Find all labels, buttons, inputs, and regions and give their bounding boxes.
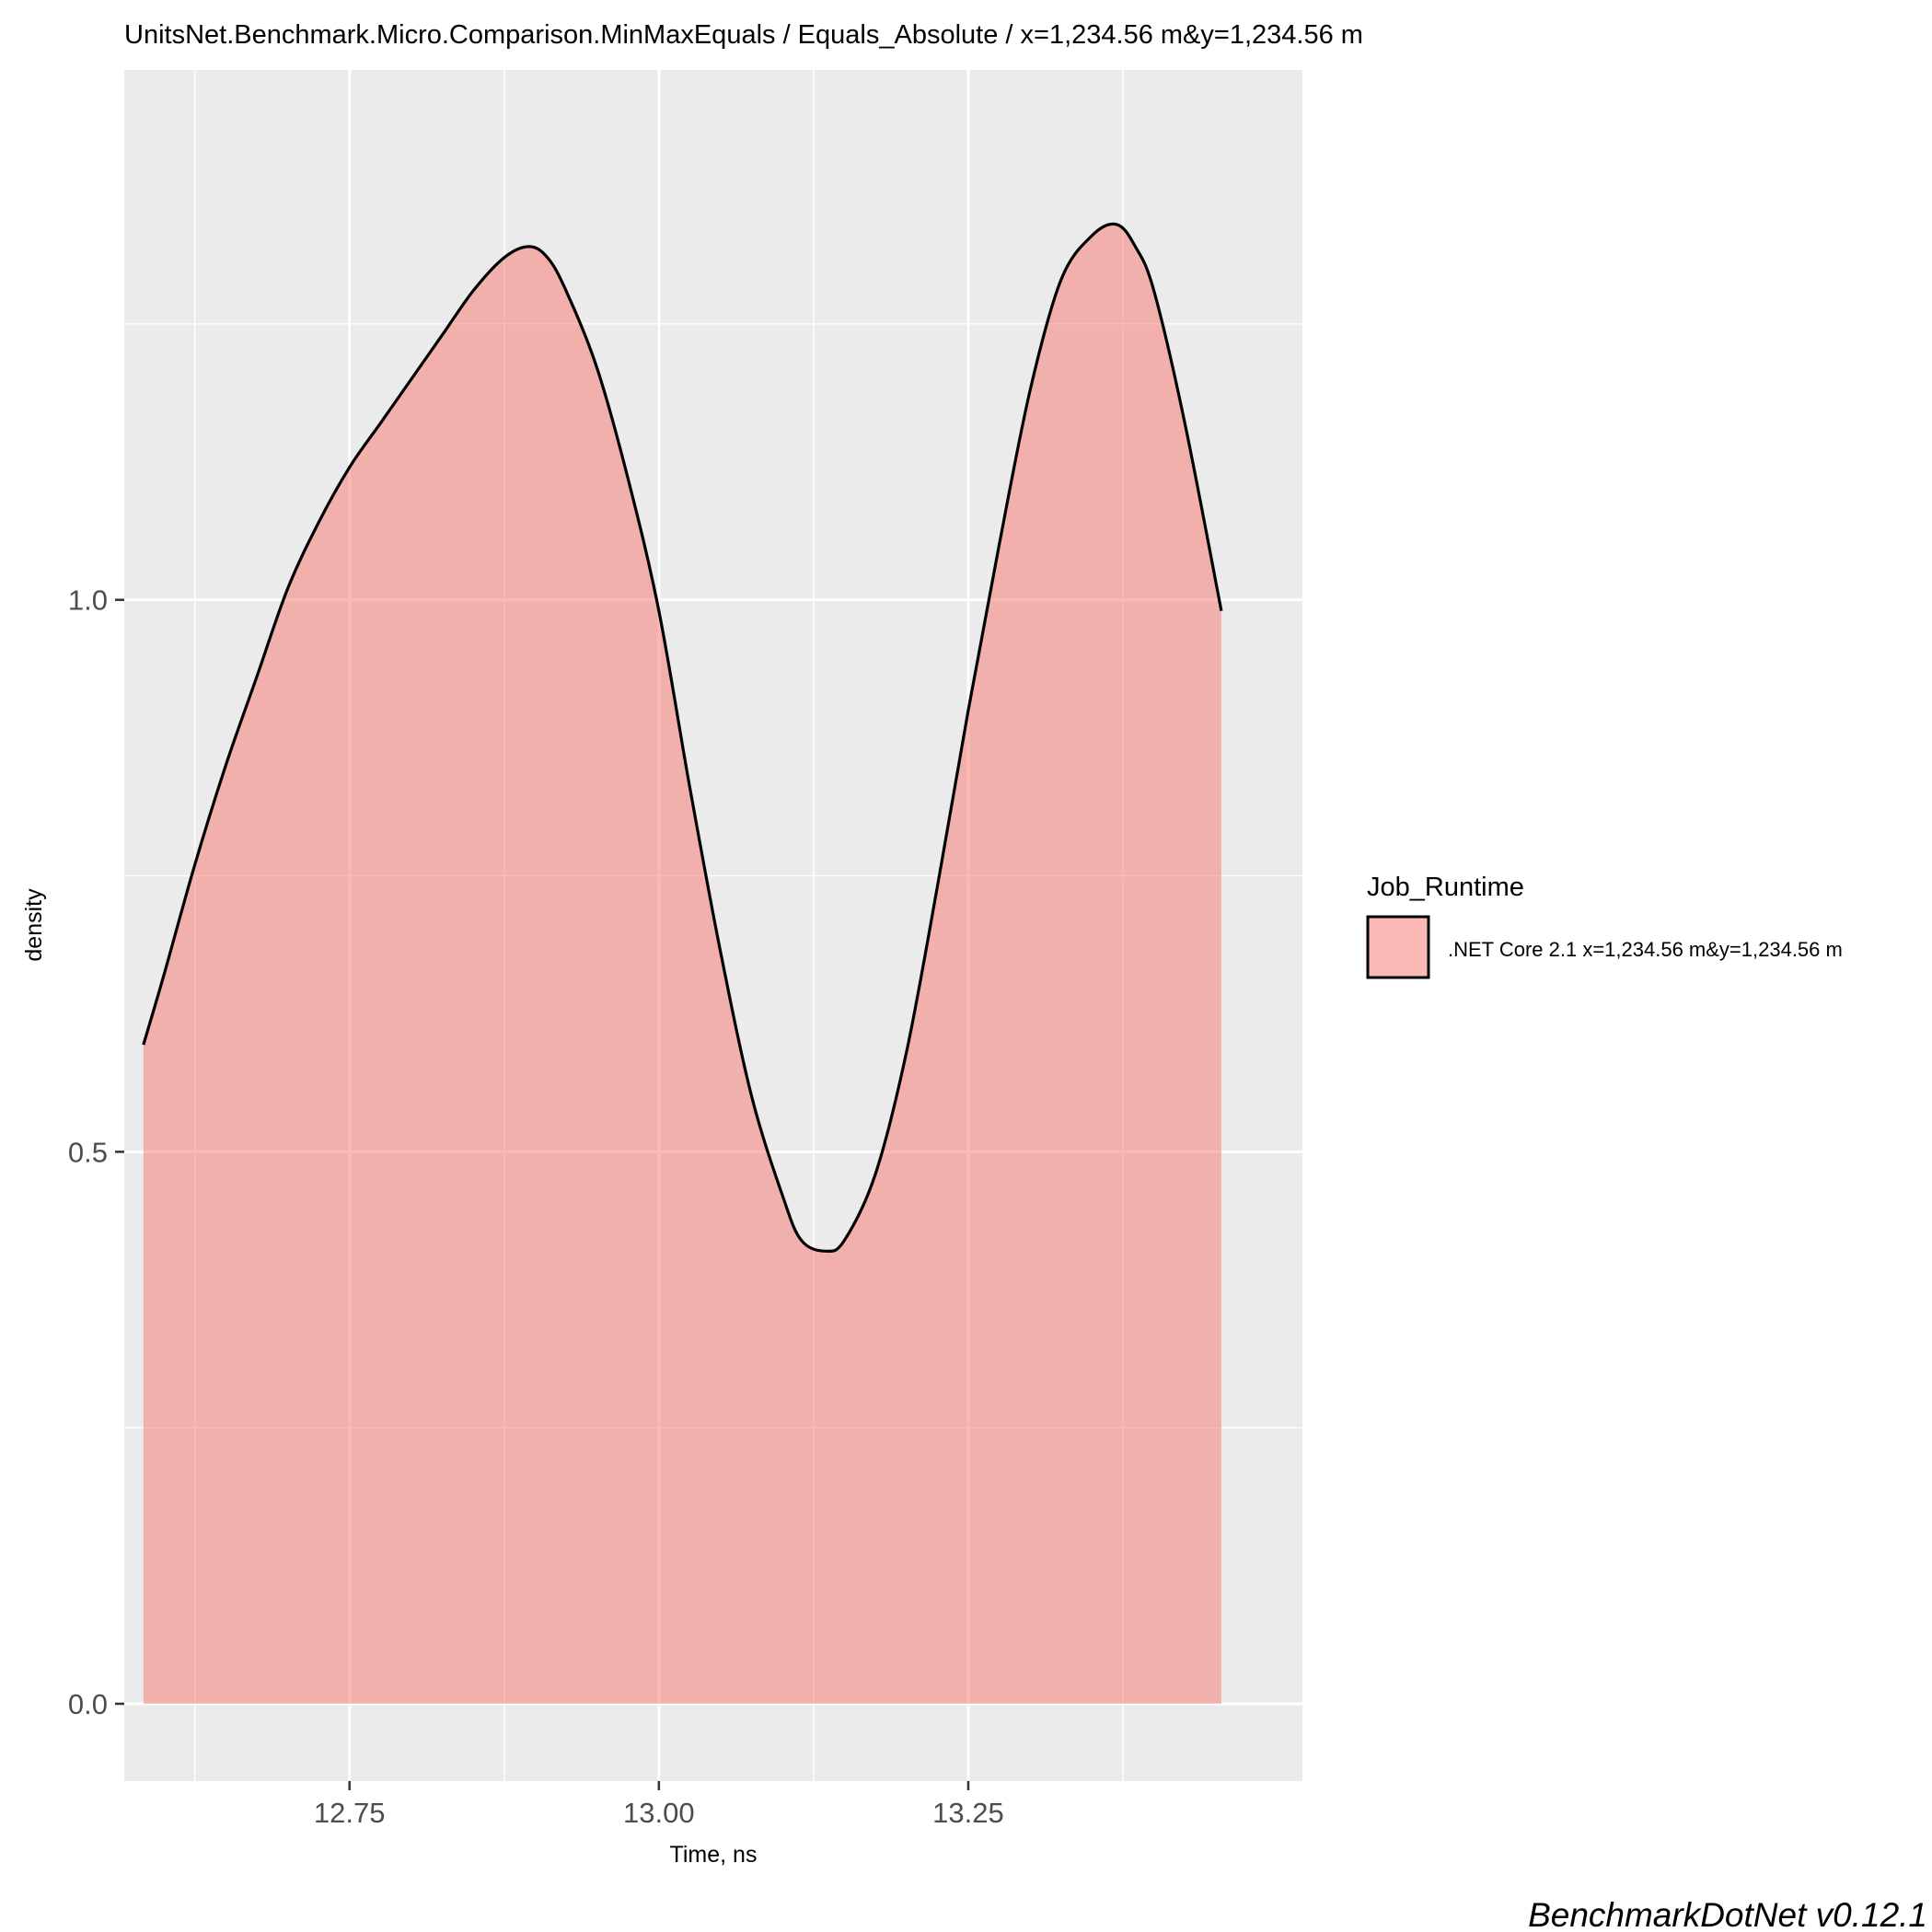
density-area [143, 224, 1221, 1705]
axis-ticks: 12.75 13.00 13.25 0.0 0.5 1.0 [68, 584, 1004, 1829]
y-tick-label: 0.5 [68, 1136, 108, 1168]
legend-key-swatch [1366, 915, 1430, 979]
y-axis-title: density [21, 888, 47, 962]
density-series [142, 222, 1223, 1705]
x-axis-title: Time, ns [670, 1842, 758, 1868]
density-line [142, 222, 1223, 1254]
y-tick-label: 0.0 [68, 1688, 108, 1720]
x-tick-label: 12.75 [314, 1797, 386, 1829]
x-tick-label: 13.00 [623, 1797, 695, 1829]
y-tick-label: 1.0 [68, 584, 108, 617]
chart-title: UnitsNet.Benchmark.Micro.Comparison.MinM… [124, 20, 1363, 50]
legend-title: Job_Runtime [1367, 873, 1524, 902]
legend: Job_Runtime .NET Core 2.1 x=1,234.56 m&y… [1366, 873, 1843, 979]
caption: BenchmarkDotNet v0.12.1 [1528, 1896, 1927, 1932]
x-tick-label: 13.25 [932, 1797, 1004, 1829]
legend-entry-label: .NET Core 2.1 x=1,234.56 m&y=1,234.56 m [1448, 938, 1843, 961]
